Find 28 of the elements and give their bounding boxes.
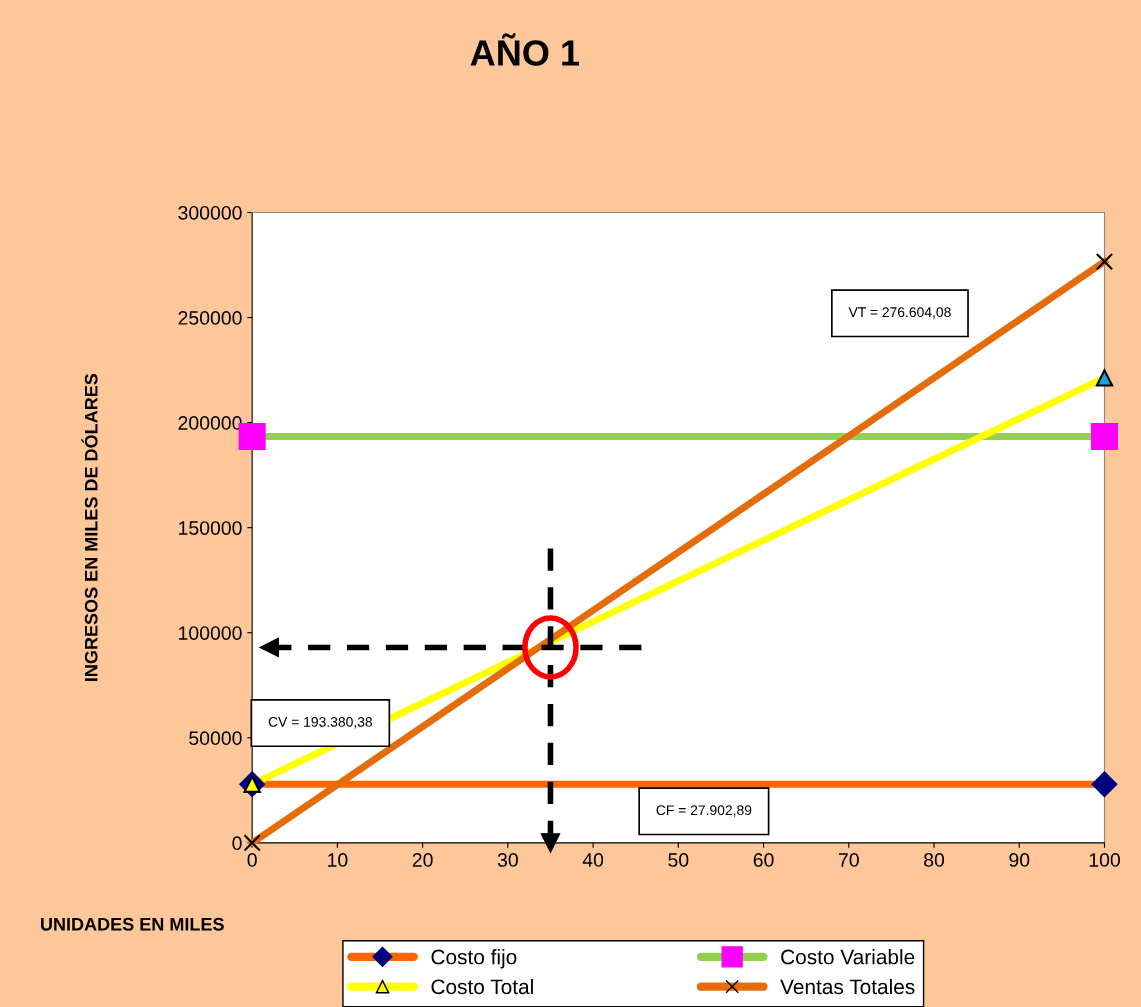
legend-label: Costo Total bbox=[431, 978, 533, 995]
x-tick-label: 100 bbox=[1089, 853, 1120, 867]
annotation: CV = 193.380,38 bbox=[268, 716, 373, 729]
y-tick-label: 300000 bbox=[178, 205, 242, 220]
y-axis-title: INGRESOS EN MILES DE DÓLARES bbox=[81, 373, 98, 681]
chart-title: AÑO 1 bbox=[470, 33, 580, 66]
annotation: VT = 276.604,08 bbox=[848, 307, 951, 319]
x-tick-label: 80 bbox=[924, 853, 945, 867]
x-tick-label: 10 bbox=[328, 853, 348, 867]
y-tick-label: 150000 bbox=[179, 521, 242, 535]
x-tick-label: 20 bbox=[412, 853, 433, 867]
annotation: CF = 27.902,89 bbox=[656, 805, 752, 817]
legend-label: Costo Variable bbox=[781, 949, 915, 965]
x-tick-label: 60 bbox=[753, 853, 774, 867]
legend-label: Costo fijo bbox=[431, 949, 517, 969]
y-tick-label: 100000 bbox=[179, 626, 242, 640]
x-tick-label: 90 bbox=[1009, 853, 1030, 867]
x-axis-title: UNIDADES EN MILES bbox=[41, 917, 224, 931]
x-tick-label: 30 bbox=[497, 853, 518, 867]
y-tick-label: 200000 bbox=[178, 416, 242, 430]
legend-label: Ventas Totales bbox=[780, 978, 915, 995]
x-tick-label: 70 bbox=[838, 853, 859, 867]
y-tick-label: 0 bbox=[232, 836, 242, 851]
y-tick-label: 250000 bbox=[178, 311, 242, 325]
y-tick-label: 50000 bbox=[189, 731, 242, 746]
x-tick-label: 0 bbox=[247, 853, 257, 867]
x-tick-label: 40 bbox=[582, 853, 604, 867]
x-tick-label: 50 bbox=[668, 853, 689, 867]
